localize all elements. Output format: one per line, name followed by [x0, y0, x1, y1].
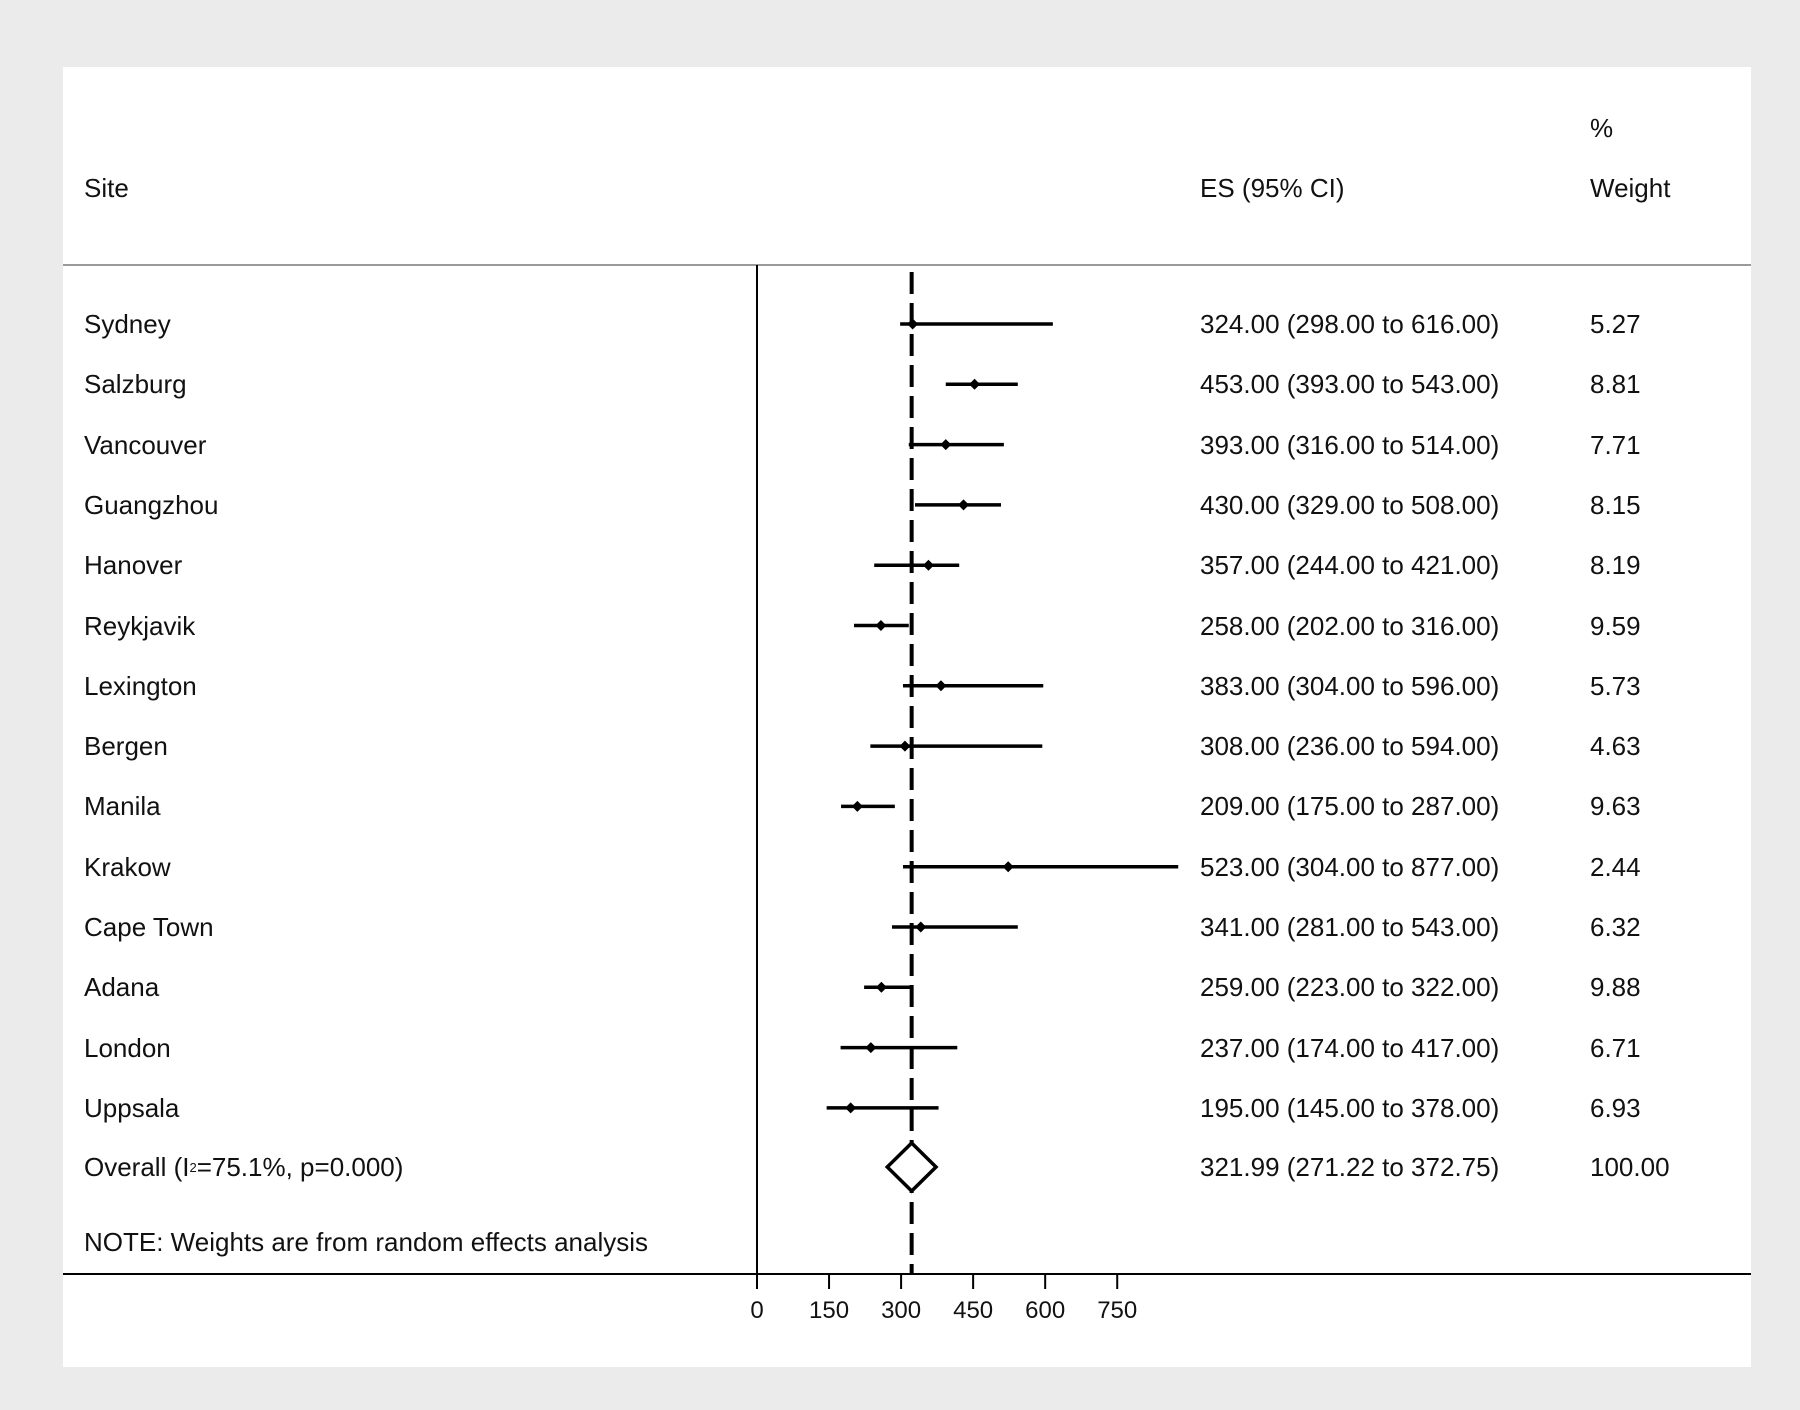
- study-site-label: Cape Town: [84, 912, 214, 942]
- study-site-label: Bergen: [84, 731, 168, 761]
- study-point: [935, 680, 947, 692]
- study-point: [969, 378, 981, 390]
- study-point: [875, 981, 887, 993]
- x-tick-label: 600: [1025, 1297, 1065, 1324]
- forest-plot-panel: 0 150 300 450 600 750 Site ES (95% CI) % Weig…: [63, 67, 1751, 1367]
- study-es-text: 341.00 (281.00 to 543.00): [1200, 912, 1500, 942]
- study-es-text: 258.00 (202.00 to 316.00): [1200, 611, 1500, 641]
- study-site-label: Uppsala: [84, 1093, 180, 1123]
- study-weight-text: 6.71: [1590, 1033, 1641, 1063]
- study-es-text: 209.00 (175.00 to 287.00): [1200, 791, 1500, 821]
- note-text: NOTE: Weights are from random effects an…: [84, 1227, 649, 1257]
- study-weight-text: 7.71: [1590, 430, 1641, 460]
- study-point: [1002, 861, 1014, 873]
- study-es-text: 195.00 (145.00 to 378.00): [1200, 1093, 1500, 1123]
- study-site-label: Vancouver: [84, 430, 207, 460]
- study-weight-text: 9.63: [1590, 791, 1641, 821]
- study-es-text: 383.00 (304.00 to 596.00): [1200, 671, 1500, 701]
- study-es-text: 453.00 (393.00 to 543.00): [1200, 369, 1500, 399]
- forest-plot-svg: 0 150 300 450 600 750: [63, 264, 1751, 1324]
- study-site-label: Adana: [84, 972, 160, 1002]
- study-point: [958, 499, 970, 511]
- overall-diamond: [884, 1140, 939, 1194]
- header-weight-percent: %: [1590, 113, 1614, 143]
- study-point: [915, 921, 927, 933]
- study-weight-text: 6.32: [1590, 912, 1641, 942]
- overall-weight: 100.00: [1590, 1152, 1670, 1182]
- x-tick-label: 0: [750, 1297, 763, 1324]
- study-weight-text: 8.19: [1590, 550, 1641, 580]
- study-site-label: Salzburg: [84, 369, 187, 399]
- study-point: [865, 1042, 877, 1054]
- x-tick-label: 300: [881, 1297, 921, 1324]
- study-weight-text: 9.59: [1590, 611, 1641, 641]
- study-es-text: 430.00 (329.00 to 508.00): [1200, 490, 1500, 520]
- x-tick-label: 450: [953, 1297, 993, 1324]
- study-point: [851, 800, 863, 812]
- header-es: ES (95% CI): [1200, 173, 1345, 203]
- overall-label-prefix: Overall (I: [84, 1152, 190, 1182]
- study-weight-text: 6.93: [1590, 1093, 1641, 1123]
- study-point: [845, 1102, 857, 1114]
- study-es-text: 259.00 (223.00 to 322.00): [1200, 972, 1500, 1002]
- header-weight: Weight: [1590, 173, 1671, 203]
- study-weight-text: 8.15: [1590, 490, 1641, 520]
- overall-label: Overall (I2=75.1%, p=0.000): [84, 1152, 403, 1187]
- x-tick-label: 750: [1097, 1297, 1137, 1324]
- study-weight-text: 8.81: [1590, 369, 1641, 399]
- study-site-label: Reykjavik: [84, 611, 196, 641]
- study-weight-text: 9.88: [1590, 972, 1641, 1002]
- study-site-label: Sydney: [84, 309, 171, 339]
- study-site-label: Krakow: [84, 852, 171, 882]
- study-weight-text: 5.27: [1590, 309, 1641, 339]
- overall-label-sup: 2: [189, 1160, 197, 1175]
- study-es-text: 523.00 (304.00 to 877.00): [1200, 852, 1500, 882]
- header-site: Site: [84, 173, 129, 203]
- study-weight-text: 2.44: [1590, 852, 1641, 882]
- study-site-label: Guangzhou: [84, 490, 219, 520]
- study-weight-text: 5.73: [1590, 671, 1641, 701]
- study-point: [907, 318, 919, 330]
- study-es-text: 357.00 (244.00 to 421.00): [1200, 550, 1500, 580]
- study-site-label: Manila: [84, 791, 161, 821]
- study-es-text: 324.00 (298.00 to 616.00): [1200, 309, 1500, 339]
- study-point: [875, 620, 887, 631]
- study-site-label: Hanover: [84, 550, 183, 580]
- study-es-text: 237.00 (174.00 to 417.00): [1200, 1033, 1500, 1063]
- study-es-text: 393.00 (316.00 to 514.00): [1200, 430, 1500, 460]
- study-weight-text: 4.63: [1590, 731, 1641, 761]
- study-point: [922, 559, 934, 571]
- x-tick-label: 150: [809, 1297, 849, 1324]
- overall-es: 321.99 (271.22 to 372.75): [1200, 1152, 1500, 1182]
- study-site-label: London: [84, 1033, 171, 1063]
- study-es-text: 308.00 (236.00 to 594.00): [1200, 731, 1500, 761]
- study-point: [940, 439, 952, 451]
- study-site-label: Lexington: [84, 671, 197, 701]
- overall-label-suffix: =75.1%, p=0.000): [196, 1152, 404, 1182]
- study-point: [899, 740, 911, 752]
